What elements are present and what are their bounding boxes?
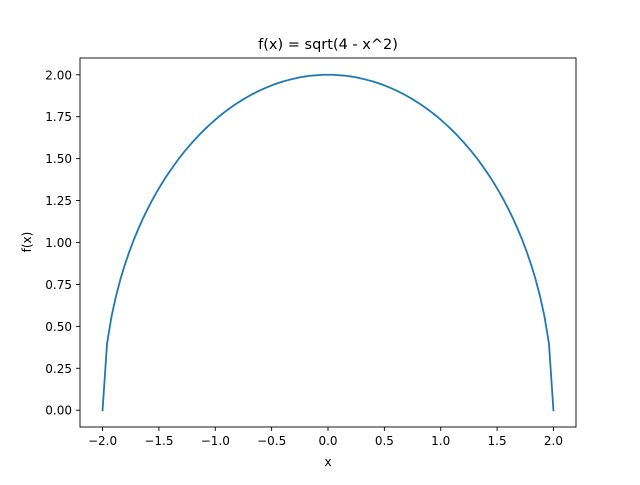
x-axis-ticks: −2.0 −1.5 −1.0 −0.5 0.0 0.5 1.0 1.5 2.0 <box>88 427 563 448</box>
y-tick-label: 2.00 <box>45 68 72 82</box>
y-axis-label: f(x) <box>20 232 34 253</box>
x-tick-label: −0.5 <box>257 434 286 448</box>
y-tick-label: 1.00 <box>45 236 72 250</box>
x-tick-label: 1.0 <box>431 434 450 448</box>
series-line-0 <box>101 73 555 412</box>
y-tick-label: 1.75 <box>45 110 72 124</box>
y-tick-label: 0.25 <box>45 362 72 376</box>
y-tick-label: 0.00 <box>45 404 72 418</box>
x-tick-label: −2.0 <box>88 434 117 448</box>
x-tick-label: 1.5 <box>488 434 507 448</box>
y-tick-label: 1.50 <box>45 152 72 166</box>
chart-title: f(x) = sqrt(4 - x^2) <box>258 37 398 53</box>
y-tick-label: 0.75 <box>45 278 72 292</box>
y-tick-label: 1.25 <box>45 194 72 208</box>
x-tick-label: 0.5 <box>375 434 394 448</box>
x-axis-label: x <box>324 455 331 469</box>
x-tick-label: −1.0 <box>201 434 230 448</box>
y-axis-ticks: 0.00 0.25 0.50 0.75 1.00 1.25 1.50 1.75 2.00 <box>45 68 80 418</box>
x-tick-label: 0.0 <box>318 434 337 448</box>
x-tick-label: 2.0 <box>544 434 563 448</box>
x-tick-label: −1.5 <box>144 434 173 448</box>
y-tick-label: 0.50 <box>45 320 72 334</box>
